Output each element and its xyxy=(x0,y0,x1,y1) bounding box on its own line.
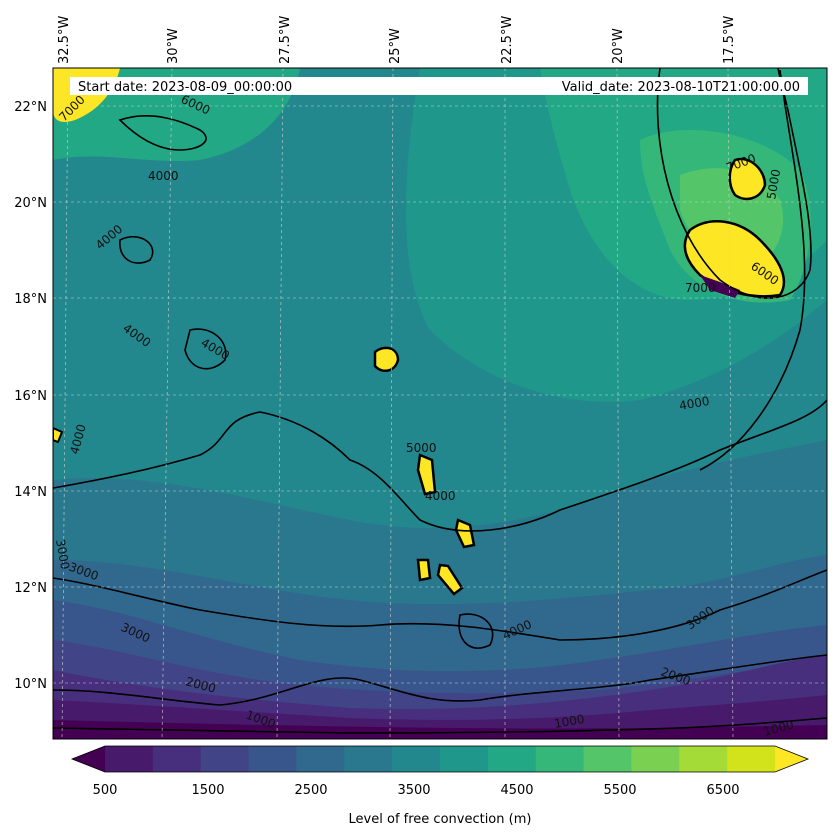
lat-label: 14°N xyxy=(14,485,47,500)
contour-label: 5000 xyxy=(406,441,437,455)
contour-line-4000 xyxy=(53,399,827,532)
colorbar-cell xyxy=(392,746,441,772)
contour-line-4000-west xyxy=(119,235,154,264)
high-lfc-patch xyxy=(373,346,400,373)
contour-label: 4000 xyxy=(425,489,456,503)
colorbar-cell xyxy=(152,746,202,772)
colorbar-cell xyxy=(631,746,680,772)
contour-label: 3000 xyxy=(53,538,72,571)
contour-line-4000-mid xyxy=(184,328,227,370)
gridlines xyxy=(53,68,827,739)
contour-label: 4000 xyxy=(678,394,711,413)
lon-label: 17.5°W xyxy=(722,16,737,64)
lat-label: 22°N xyxy=(14,100,47,115)
high-lfc-patch xyxy=(416,453,437,496)
lon-label: 25°W xyxy=(388,28,403,64)
latitude-labels: 22°N 20°N 18°N 16°N 14°N 12°N 10°N xyxy=(14,100,47,692)
colorbar-cell xyxy=(583,746,632,772)
contour-line-4000-north xyxy=(118,115,207,151)
high-lfc-patch xyxy=(53,426,64,444)
contour-label: 1000 xyxy=(553,712,586,731)
field-region-500 xyxy=(53,720,827,739)
contour-line-3000 xyxy=(53,569,827,641)
lat-label: 12°N xyxy=(14,581,47,596)
contour-line-4000-south xyxy=(458,613,494,649)
lon-label: 20°W xyxy=(611,28,626,64)
colorbar-cell xyxy=(679,746,728,772)
high-lfc-patch xyxy=(728,157,767,201)
colorbar-cell xyxy=(344,746,393,772)
contour-line-5000-east xyxy=(699,69,806,471)
valid-date-label: Valid_date: 2023-08-10T21:00:00.00 xyxy=(562,80,800,95)
contour-line-1000 xyxy=(53,717,827,734)
contour-label: 4000 xyxy=(148,169,179,183)
high-lfc-patch xyxy=(416,558,432,582)
contour-line-2000 xyxy=(53,654,827,706)
colorbar: 500 1500 2500 3500 4500 5500 6500 Level … xyxy=(70,745,810,827)
low-lfc-patch xyxy=(700,275,740,298)
contour-lines xyxy=(53,68,827,734)
contour-label: 7000 xyxy=(685,281,716,295)
colorbar-tick-label: 2500 xyxy=(294,783,327,798)
colorbar-extend-low xyxy=(72,746,105,772)
lat-label: 10°N xyxy=(14,677,47,692)
colorbar-ticks: 500 1500 2500 3500 4500 5500 6500 xyxy=(93,783,740,798)
high-lfc-patch xyxy=(683,220,786,298)
lon-label: 27.5°W xyxy=(278,16,293,64)
lon-label: 22.5°W xyxy=(500,16,515,64)
colorbar-extend-high xyxy=(775,746,808,772)
colorbar-label: Level of free convection (m) xyxy=(349,812,532,827)
colorbar-cell xyxy=(248,746,297,772)
colorbar-cell xyxy=(440,746,489,772)
lat-label: 16°N xyxy=(14,389,47,404)
start-date-label: Start date: 2023-08-09_00:00:00 xyxy=(78,80,292,95)
colorbar-tick-label: 1500 xyxy=(191,783,224,798)
colorbar-tick-label: 6500 xyxy=(706,783,739,798)
colorbar-tick-label: 4500 xyxy=(500,783,533,798)
colorbar-cell xyxy=(200,746,250,772)
colorbar-outline xyxy=(70,745,810,773)
lat-label: 18°N xyxy=(14,292,47,307)
colorbar-cell xyxy=(296,746,345,772)
high-lfc-patch xyxy=(454,518,476,549)
map-frame xyxy=(52,67,828,740)
colorbar-cell xyxy=(105,746,154,772)
longitude-labels: 32.5°W 30°W 27.5°W 25°W 22.5°W 20°W 17.5… xyxy=(57,16,737,64)
colorbar-tick-label: 5500 xyxy=(603,783,636,798)
colorbar-tick-label: 3500 xyxy=(397,783,430,798)
contour-label: 5000 xyxy=(764,168,783,201)
lat-label: 20°N xyxy=(14,196,47,211)
colorbar-cell xyxy=(487,746,537,772)
lon-label: 30°W xyxy=(166,28,181,64)
colorbar-cell xyxy=(535,746,585,772)
lon-label: 32.5°W xyxy=(57,16,72,64)
filled-contours xyxy=(53,68,827,739)
date-info-box xyxy=(70,77,808,95)
colorbar-tick-label: 500 xyxy=(93,783,118,798)
colorbar-cells xyxy=(70,745,810,773)
colorbar-cell xyxy=(727,746,776,772)
contour-line-5000 xyxy=(656,68,812,299)
